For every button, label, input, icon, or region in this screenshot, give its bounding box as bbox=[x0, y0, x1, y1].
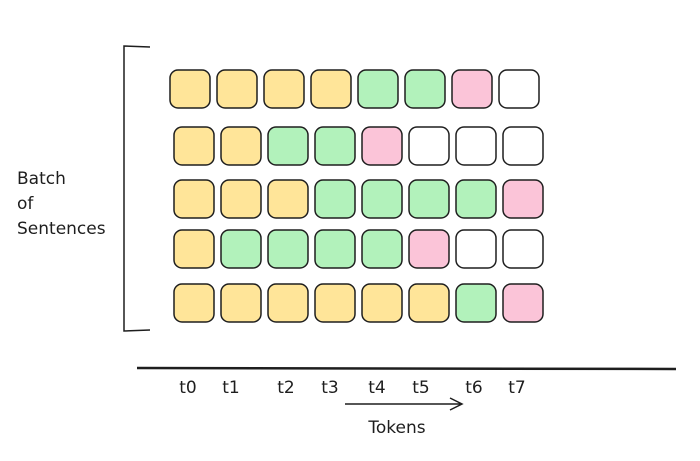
label-line: Sentences bbox=[17, 219, 106, 239]
token-cell bbox=[314, 283, 356, 323]
token-cell bbox=[173, 283, 215, 323]
token-cell bbox=[404, 69, 446, 109]
token-cell bbox=[310, 69, 352, 109]
token-cell bbox=[408, 229, 450, 269]
token-cell bbox=[361, 126, 403, 166]
token-label: t1 bbox=[222, 378, 239, 398]
token-cell bbox=[267, 179, 309, 219]
token-label: t7 bbox=[508, 378, 525, 398]
token-label: t6 bbox=[465, 378, 482, 398]
token-cell bbox=[169, 69, 211, 109]
token-label: t4 bbox=[368, 378, 385, 398]
token-cell bbox=[408, 283, 450, 323]
token-label: t5 bbox=[412, 378, 429, 398]
token-cell bbox=[263, 69, 305, 109]
token-cell bbox=[408, 179, 450, 219]
token-cell bbox=[173, 126, 215, 166]
token-cell bbox=[220, 283, 262, 323]
token-cell bbox=[502, 179, 544, 219]
token-cell bbox=[502, 126, 544, 166]
token-cell bbox=[220, 179, 262, 219]
token-cell bbox=[361, 229, 403, 269]
token-cell bbox=[408, 126, 450, 166]
token-cell bbox=[451, 69, 493, 109]
token-cell bbox=[173, 229, 215, 269]
token-cell bbox=[357, 69, 399, 109]
token-cell bbox=[267, 229, 309, 269]
token-cell bbox=[455, 283, 497, 323]
token-cell bbox=[267, 283, 309, 323]
label-line: of bbox=[17, 194, 34, 214]
cells bbox=[169, 69, 544, 323]
label-line: Batch bbox=[17, 169, 66, 189]
arrow bbox=[345, 397, 464, 411]
token-cell bbox=[220, 229, 262, 269]
bracket bbox=[123, 45, 151, 332]
token-cell bbox=[216, 69, 258, 109]
token-label: t0 bbox=[179, 378, 196, 398]
token-cell bbox=[455, 179, 497, 219]
token-cell bbox=[502, 229, 544, 269]
token-cell bbox=[498, 69, 540, 109]
token-label: t2 bbox=[277, 378, 294, 398]
token-label: t3 bbox=[321, 378, 338, 398]
token-cell bbox=[455, 229, 497, 269]
token-cell bbox=[173, 179, 215, 219]
token-axis bbox=[136, 366, 677, 371]
token-cell bbox=[455, 126, 497, 166]
token-cell bbox=[314, 229, 356, 269]
token-labels: t0 t1 t2 t3 t4 t5 t6 t7 bbox=[179, 378, 525, 398]
token-cell bbox=[267, 126, 309, 166]
token-cell bbox=[361, 179, 403, 219]
token-cell bbox=[314, 179, 356, 219]
token-cell bbox=[502, 283, 544, 323]
token-cell bbox=[314, 126, 356, 166]
token-cell bbox=[361, 283, 403, 323]
token-cell bbox=[220, 126, 262, 166]
axis-label: Tokens bbox=[367, 418, 425, 438]
